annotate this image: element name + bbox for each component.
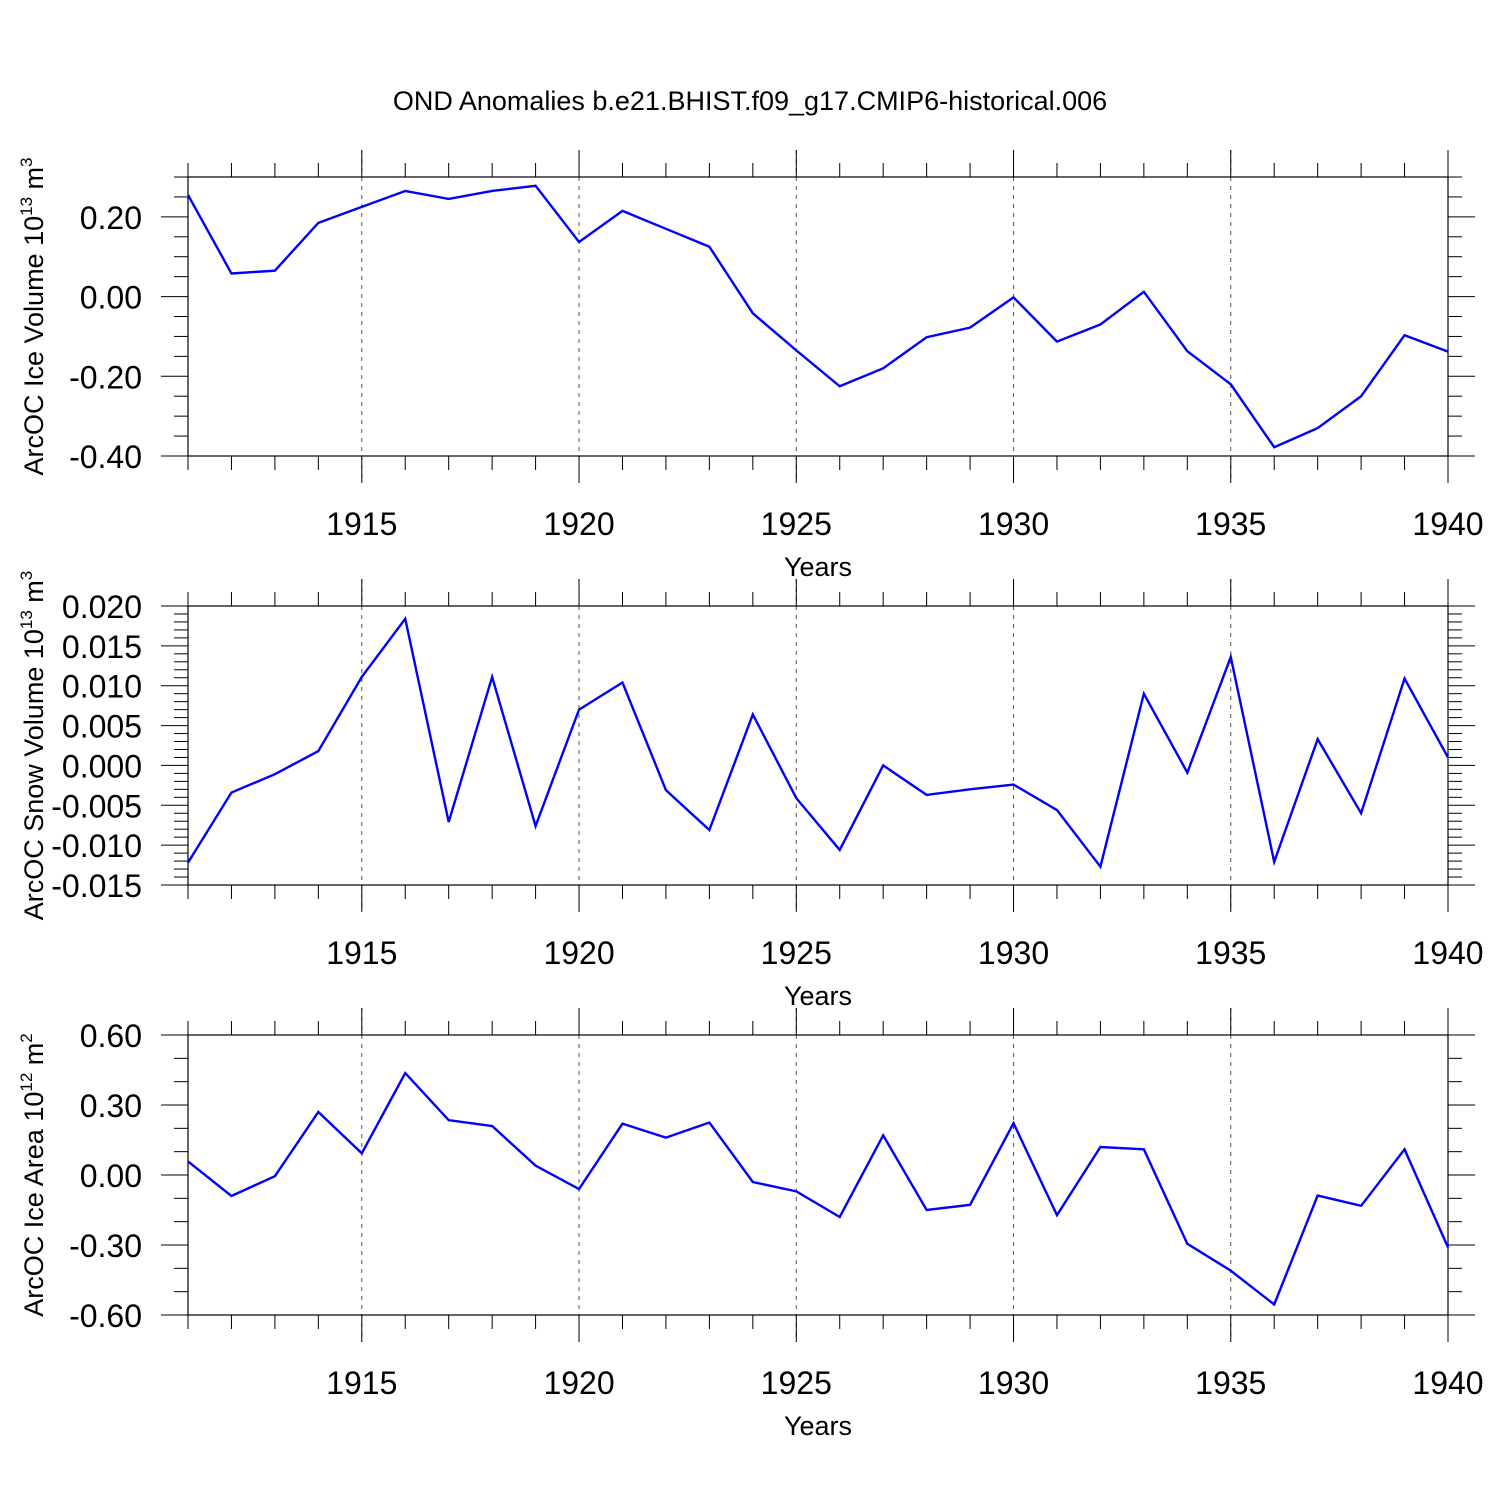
chart-panel-3: -0.60 -0.30 0.00 0.30 0.60 1915 1920 1925 1930 19… — [17, 1008, 1484, 1441]
y-tick-label: 0.000 — [62, 748, 142, 784]
y-tick-label: -0.40 — [69, 439, 142, 475]
y-tick-label: -0.005 — [51, 788, 142, 824]
x-tick-label: 1920 — [543, 1365, 614, 1401]
y-axis-title: ArcOC Ice Area 1012 m2 — [17, 1033, 49, 1317]
x-tick-label: 1920 — [543, 935, 614, 971]
x-axis-title: Years — [784, 1411, 852, 1441]
x-axis-title: Years — [784, 552, 852, 582]
y-tick-label: 0.010 — [62, 669, 142, 705]
series-line — [187, 1070, 1450, 1307]
y-axis-title-part: 3 — [17, 157, 36, 166]
series-line — [186, 184, 1449, 449]
y-tick-label: -0.30 — [69, 1228, 142, 1264]
x-tick-label: 1940 — [1412, 506, 1483, 542]
y-tick-label: 0.00 — [80, 1158, 142, 1194]
y-tick-label: -0.015 — [51, 868, 142, 904]
y-axis-title-part: m — [19, 167, 49, 197]
x-tick-label: 1930 — [978, 506, 1049, 542]
y-axis-title-part: m — [19, 580, 49, 610]
x-tick-label: 1940 — [1412, 1365, 1483, 1401]
y-axis-title-part: 13 — [17, 197, 36, 216]
figure-title: OND Anomalies b.e21.BHIST.f09_g17.CMIP6-… — [393, 86, 1107, 116]
y-tick-label: -0.20 — [69, 359, 142, 395]
y-axis-title-part: 12 — [17, 1073, 36, 1092]
y-axis-title-part: 3 — [17, 571, 36, 580]
x-tick-label: 1915 — [326, 506, 397, 542]
y-tick-label: 0.60 — [80, 1018, 142, 1054]
x-tick-label: 1925 — [761, 935, 832, 971]
y-tick-label: 0.015 — [62, 629, 142, 665]
x-tick-label: 1935 — [1195, 1365, 1266, 1401]
plot-frame — [187, 605, 1449, 886]
y-tick-label: 0.005 — [62, 709, 142, 745]
x-tick-label: 1920 — [543, 506, 614, 542]
y-axis-title-part: m — [19, 1043, 49, 1073]
x-tick-label: 1925 — [761, 1365, 832, 1401]
chart-panel-1: -0.40 -0.20 0.00 0.20 1915 1920 1925 1930 1935 19… — [17, 150, 1484, 582]
series-line — [186, 615, 1450, 870]
x-axis-title: Years — [784, 981, 852, 1011]
y-tick-label: -0.010 — [51, 828, 142, 864]
x-tick-label: 1915 — [326, 935, 397, 971]
x-tick-label: 1935 — [1195, 935, 1266, 971]
x-tick-label: 1940 — [1412, 935, 1483, 971]
y-axis-title-part: ArcOC Ice Volume 10 — [19, 216, 49, 476]
y-tick-label: 0.00 — [80, 280, 142, 316]
y-tick-label: 0.30 — [80, 1088, 142, 1124]
y-axis-title-part: 13 — [17, 610, 36, 629]
y-axis-title-part: ArcOC Ice Area 10 — [19, 1092, 49, 1317]
x-tick-label: 1935 — [1195, 506, 1266, 542]
y-axis-title: ArcOC Ice Volume 1013 m3 — [17, 157, 49, 475]
panels-group: -0.40 -0.20 0.00 0.20 1915 1920 1925 1930 1935 19… — [17, 150, 1484, 1441]
x-tick-label: 1925 — [761, 506, 832, 542]
y-tick-label: 0.20 — [80, 200, 142, 236]
y-axis-title-part: 2 — [17, 1033, 36, 1042]
y-tick-label: -0.60 — [69, 1298, 142, 1334]
y-tick-label: 0.020 — [62, 589, 142, 625]
x-tick-label: 1915 — [326, 1365, 397, 1401]
y-axis-title-part: ArcOC Snow Volume 10 — [19, 629, 49, 920]
x-tick-label: 1930 — [978, 1365, 1049, 1401]
x-tick-label: 1930 — [978, 935, 1049, 971]
y-axis-title: ArcOC Snow Volume 1013 m3 — [17, 571, 49, 921]
